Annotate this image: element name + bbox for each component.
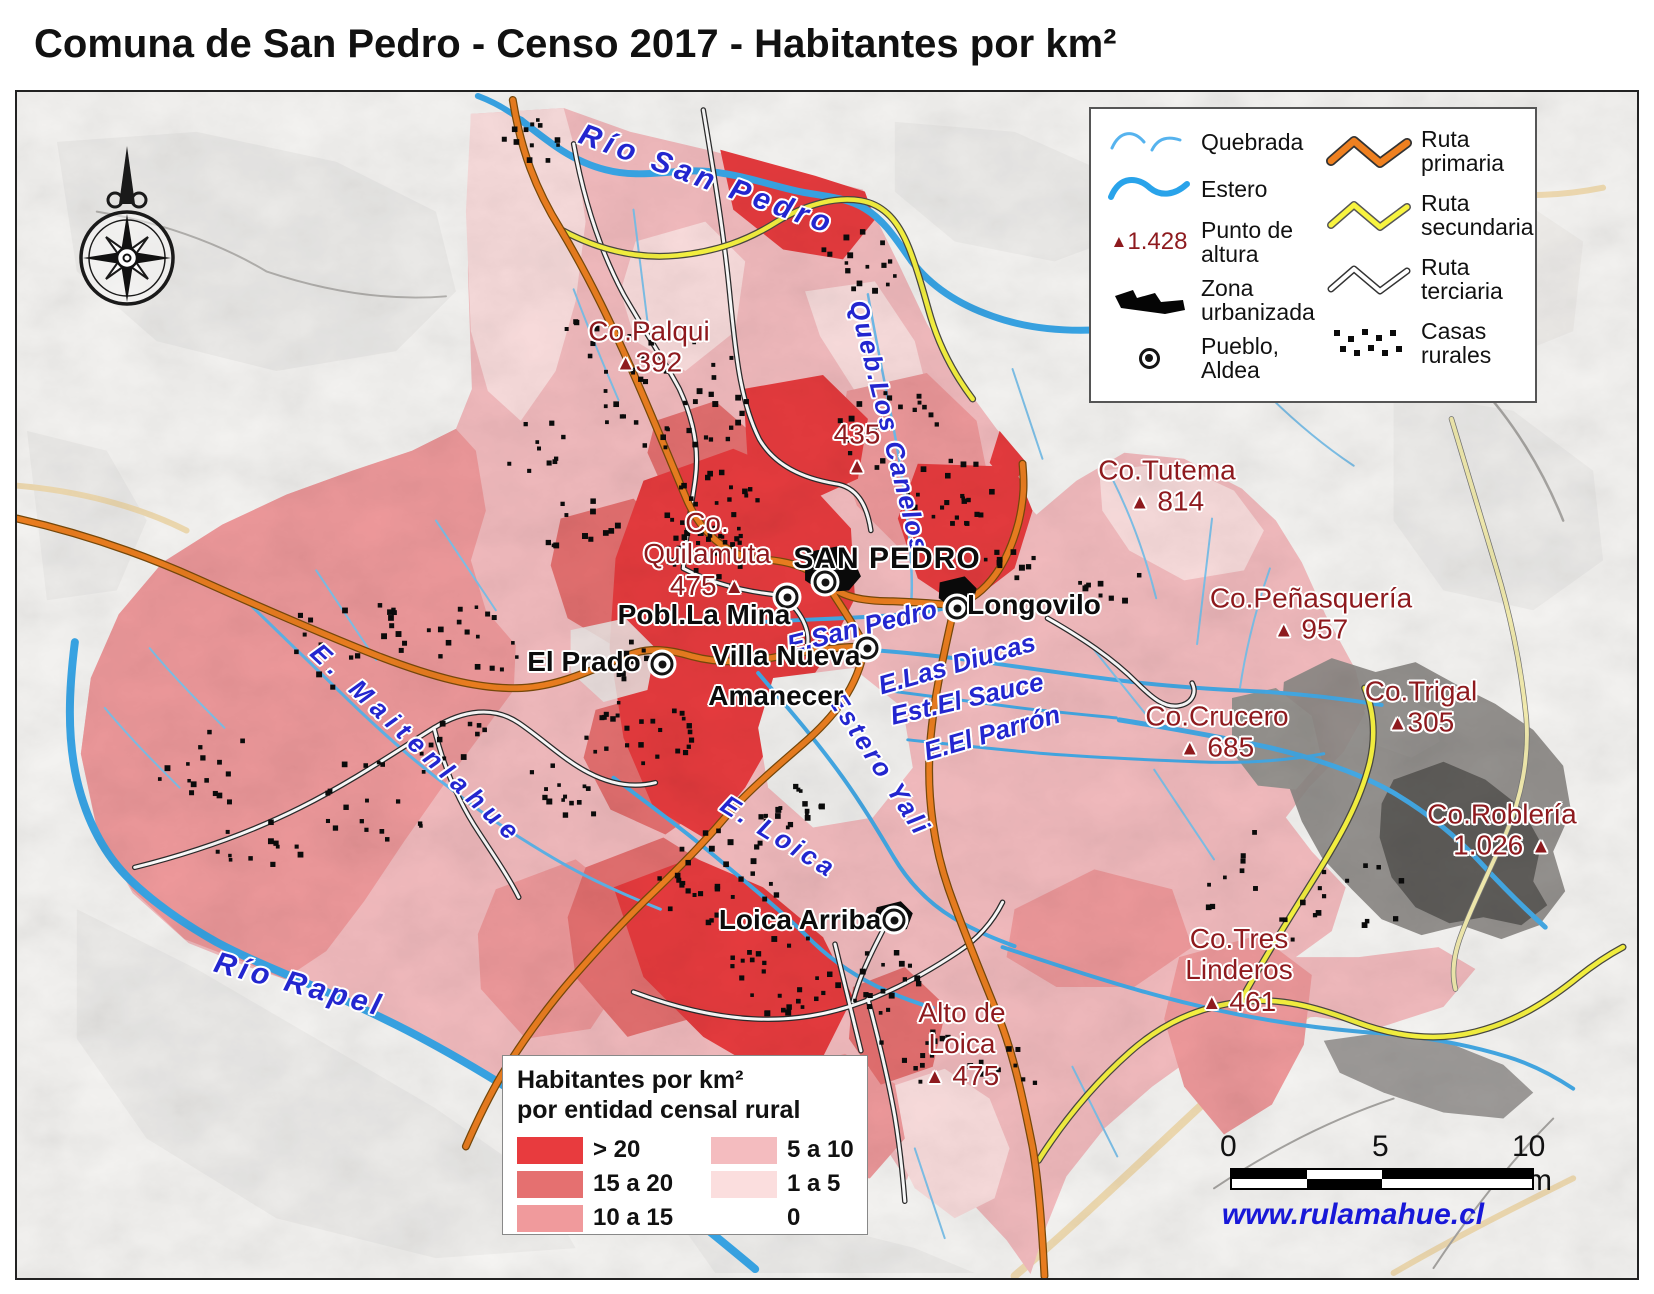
density-swatch-5-10 xyxy=(711,1136,777,1164)
density-label-10-15: 10 a 15 xyxy=(593,1204,674,1231)
legend-row-casas-rurales: Casas rurales xyxy=(1325,311,1525,375)
density-label-gt20: > 20 xyxy=(593,1136,641,1163)
rural-houses-icon xyxy=(1325,324,1413,362)
density-label-0: 0 xyxy=(787,1204,801,1231)
peak-triangle-icon: ▲ xyxy=(1531,836,1551,858)
peak-label-co-penasqueria: Co.Peñasquería ▲ 957 xyxy=(1209,582,1413,645)
peak-label-co-robleria: Co.Roblería 1.026 ▲ xyxy=(1427,798,1577,861)
legend-row-pueblo-aldea: Pueblo, Aldea xyxy=(1105,329,1319,387)
density-legend: Habitantes por km² por entidad censal ru… xyxy=(502,1055,868,1235)
compass-rose xyxy=(79,146,175,306)
legend-row-quebrada: Quebrada xyxy=(1105,119,1319,165)
peak-triangle-icon: ▲ xyxy=(1129,492,1150,514)
peak-label-435: 435 ▲ xyxy=(833,418,881,478)
town-label-villa-nueva: Villa Nueva xyxy=(711,640,861,671)
density-legend-title-line1: Habitantes por km² xyxy=(517,1066,744,1094)
town-marker-longovilo xyxy=(945,596,969,620)
town-marker-san-pedro xyxy=(813,570,837,594)
scale-bar: 0 5 10 km xyxy=(1212,1130,1572,1202)
town-label-san-pedro: SAN PEDRO xyxy=(793,542,981,575)
estero-icon xyxy=(1105,171,1193,207)
peak-label-alto-de-loica: Alto de Loica ▲ 475 xyxy=(918,996,1006,1091)
map-canvas: Río San Pedro Queb.Los Canelos E.San Ped… xyxy=(15,90,1639,1280)
scale-tick-0: 0 xyxy=(1220,1130,1237,1163)
primary-route-icon xyxy=(1325,131,1413,171)
scale-bar-graphic xyxy=(1230,1168,1534,1190)
peak-label-co-quilamuta: Co. Quilamuta 475 ▲ xyxy=(643,506,771,601)
legend-row-ruta-secundaria: Ruta secundaria xyxy=(1325,183,1534,247)
peak-label-co-crucero: Co.Crucero ▲ 685 xyxy=(1145,700,1289,763)
urban-area-icon xyxy=(1105,280,1193,320)
town-marker-icon xyxy=(1105,347,1193,369)
elevation-point-icon: ▲ 1.428 xyxy=(1110,228,1188,255)
legend-row-ruta-terciaria: Ruta terciaria xyxy=(1325,247,1525,311)
density-swatch-gt20 xyxy=(517,1136,583,1164)
secondary-route-icon xyxy=(1325,195,1413,235)
peak-label-co-trigal: Co.Trigal ▲305 xyxy=(1364,675,1478,738)
peak-triangle-icon: ▲ xyxy=(847,456,867,478)
density-label-1-5: 1 a 5 xyxy=(787,1170,841,1197)
scale-tick-5: 5 xyxy=(1372,1130,1389,1163)
density-label-15-20: 15 a 20 xyxy=(593,1170,674,1197)
town-label-loica-arriba: Loica Arriba xyxy=(718,904,882,935)
town-marker-pobl-la-mina xyxy=(775,585,799,609)
page-title: Comuna de San Pedro - Censo 2017 - Habit… xyxy=(34,22,1117,66)
peak-label-co-tres-linderos: Co.Tres Linderos ▲ 461 xyxy=(1185,922,1293,1017)
density-label-5-10: 5 a 10 xyxy=(787,1136,854,1163)
tertiary-route-icon xyxy=(1325,259,1413,299)
density-swatch-10-15 xyxy=(517,1204,583,1232)
town-label-pobl-la-mina: Pobl.La Mina xyxy=(617,599,791,630)
peak-label-co-palqui: Co.Palqui ▲392 xyxy=(588,315,710,378)
peak-triangle-icon: ▲ xyxy=(924,1065,945,1088)
peak-triangle-icon: ▲ xyxy=(724,575,745,598)
density-swatch-15-20 xyxy=(517,1170,583,1198)
density-swatch-1-5 xyxy=(711,1170,777,1198)
legend-row-zona-urbanizada: Zona urbanizada xyxy=(1105,271,1319,329)
town-marker-loica-arriba xyxy=(882,908,906,932)
quebrada-icon xyxy=(1105,124,1193,160)
peak-triangle-icon: ▲ xyxy=(1273,620,1294,642)
peak-triangle-icon: ▲ xyxy=(1201,991,1222,1014)
peak-triangle-icon: ▲ xyxy=(1179,738,1200,760)
town-label-amanecer: Amanecer xyxy=(708,680,844,711)
town-label-el-prado: El Prado xyxy=(527,646,641,677)
credit-url: www.rulamahue.cl xyxy=(1221,1198,1485,1231)
legend-row-ruta-primaria: Ruta primaria xyxy=(1325,119,1525,183)
symbol-legend: Quebrada Estero ▲ 1.428 Punto de altura xyxy=(1089,107,1537,403)
density-legend-title-line2: por entidad censal rural xyxy=(517,1095,801,1124)
town-label-longovilo: Longovilo xyxy=(967,589,1101,620)
density-swatch-0 xyxy=(711,1204,777,1232)
peak-label-co-tutema: Co.Tutema ▲ 814 xyxy=(1098,454,1236,517)
town-marker-villa-nueva xyxy=(855,636,879,660)
town-marker-el-prado xyxy=(650,652,674,676)
legend-row-estero: Estero xyxy=(1105,165,1319,213)
legend-row-punto-altura: ▲ 1.428 Punto de altura xyxy=(1105,213,1319,271)
peak-triangle-icon: ▲ xyxy=(615,353,636,375)
peak-triangle-icon: ▲ xyxy=(1387,713,1408,735)
